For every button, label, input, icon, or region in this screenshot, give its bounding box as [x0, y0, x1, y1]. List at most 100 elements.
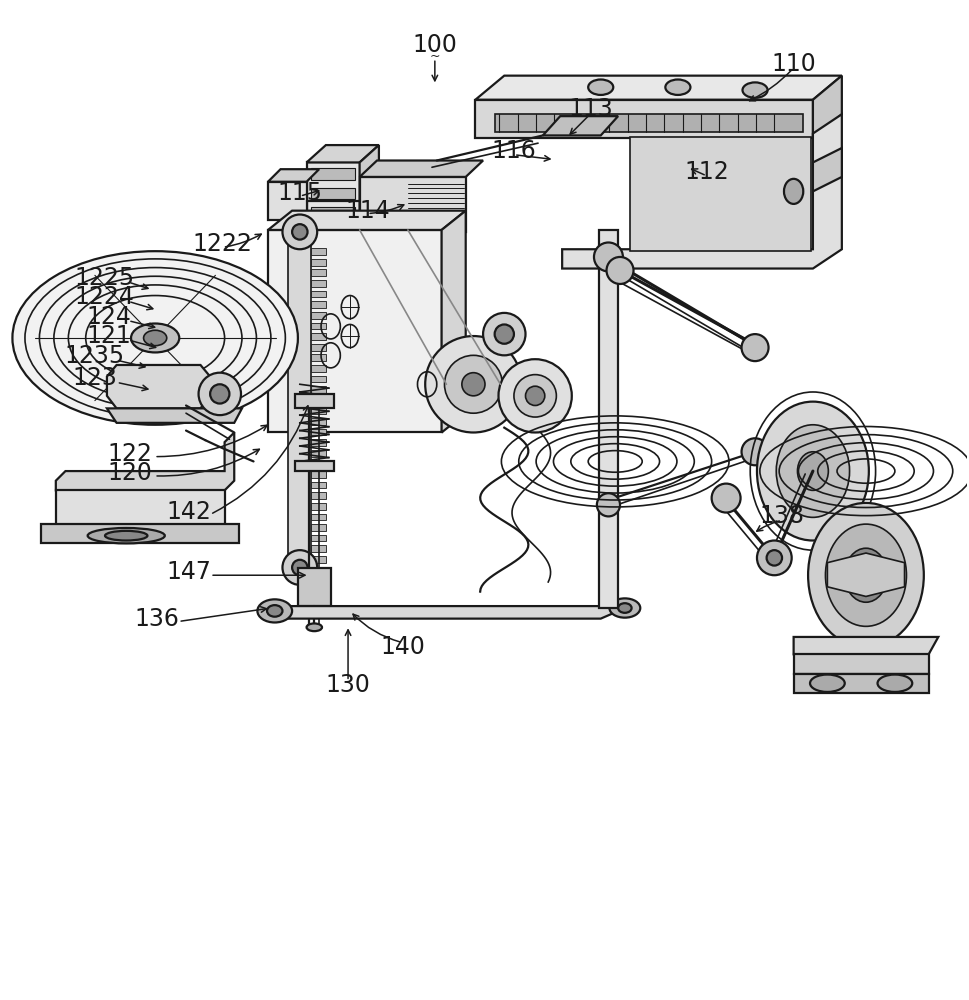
Ellipse shape — [807, 503, 922, 648]
Ellipse shape — [593, 242, 622, 271]
Polygon shape — [359, 145, 379, 232]
Ellipse shape — [775, 425, 849, 517]
Text: 1224: 1224 — [74, 285, 134, 309]
Ellipse shape — [266, 605, 282, 617]
Polygon shape — [267, 169, 319, 182]
Ellipse shape — [740, 334, 767, 361]
Polygon shape — [629, 137, 810, 251]
Polygon shape — [297, 568, 330, 606]
Polygon shape — [475, 100, 812, 138]
Polygon shape — [827, 553, 904, 596]
Ellipse shape — [606, 257, 633, 284]
Polygon shape — [267, 211, 465, 230]
Polygon shape — [311, 312, 326, 319]
Polygon shape — [562, 114, 841, 269]
Text: 122: 122 — [108, 442, 152, 466]
Polygon shape — [311, 407, 326, 414]
Ellipse shape — [105, 531, 147, 541]
Polygon shape — [295, 394, 333, 408]
Ellipse shape — [13, 251, 297, 425]
Polygon shape — [311, 376, 326, 382]
Ellipse shape — [844, 548, 887, 602]
Text: 136: 136 — [135, 607, 179, 631]
Ellipse shape — [665, 80, 690, 95]
Ellipse shape — [525, 386, 545, 405]
Text: 142: 142 — [167, 500, 211, 524]
Polygon shape — [311, 188, 355, 199]
Ellipse shape — [199, 373, 240, 415]
Polygon shape — [311, 429, 326, 435]
Polygon shape — [311, 418, 326, 425]
Text: 116: 116 — [491, 139, 536, 163]
Polygon shape — [812, 148, 841, 191]
Polygon shape — [311, 280, 326, 287]
Ellipse shape — [282, 550, 317, 585]
Ellipse shape — [766, 550, 781, 566]
Polygon shape — [311, 524, 326, 531]
Ellipse shape — [756, 541, 791, 575]
Text: 100: 100 — [412, 33, 456, 57]
Text: 130: 130 — [326, 673, 370, 697]
Text: 138: 138 — [759, 504, 803, 528]
Polygon shape — [494, 114, 802, 132]
Text: 1225: 1225 — [74, 266, 134, 290]
Ellipse shape — [756, 402, 868, 541]
Text: 110: 110 — [770, 52, 815, 76]
Text: 1235: 1235 — [64, 344, 124, 368]
Polygon shape — [311, 450, 326, 457]
Ellipse shape — [444, 355, 502, 413]
Polygon shape — [311, 514, 326, 520]
Polygon shape — [598, 230, 617, 608]
Polygon shape — [543, 116, 617, 135]
Polygon shape — [295, 461, 333, 471]
Ellipse shape — [825, 524, 905, 626]
Text: 114: 114 — [345, 199, 390, 223]
Polygon shape — [311, 556, 326, 563]
Ellipse shape — [494, 324, 514, 344]
Polygon shape — [359, 177, 465, 232]
Text: 115: 115 — [277, 181, 322, 205]
Polygon shape — [306, 254, 350, 278]
Polygon shape — [306, 162, 359, 232]
Polygon shape — [793, 674, 927, 693]
Polygon shape — [311, 344, 326, 351]
Text: 121: 121 — [86, 324, 131, 348]
Polygon shape — [311, 439, 326, 446]
Polygon shape — [359, 161, 483, 177]
Polygon shape — [311, 333, 326, 340]
Ellipse shape — [292, 224, 307, 240]
Ellipse shape — [483, 313, 525, 355]
Polygon shape — [793, 654, 927, 674]
Ellipse shape — [210, 384, 230, 404]
Polygon shape — [107, 365, 210, 408]
Text: 123: 123 — [72, 366, 116, 390]
Ellipse shape — [514, 375, 556, 417]
Ellipse shape — [282, 215, 317, 249]
Polygon shape — [311, 365, 326, 372]
Polygon shape — [311, 545, 326, 552]
Polygon shape — [311, 248, 326, 255]
Polygon shape — [306, 145, 379, 162]
Ellipse shape — [741, 82, 766, 98]
Polygon shape — [288, 230, 311, 568]
Text: 120: 120 — [108, 461, 152, 485]
Polygon shape — [475, 76, 841, 100]
Polygon shape — [107, 408, 241, 423]
Ellipse shape — [809, 675, 844, 692]
Polygon shape — [793, 637, 937, 654]
Ellipse shape — [87, 528, 165, 543]
Text: 112: 112 — [684, 160, 729, 184]
Ellipse shape — [498, 359, 571, 432]
Polygon shape — [267, 182, 306, 220]
Ellipse shape — [143, 330, 167, 346]
Polygon shape — [311, 269, 326, 276]
Ellipse shape — [257, 599, 292, 622]
Polygon shape — [311, 535, 326, 541]
Text: 147: 147 — [167, 560, 211, 584]
Ellipse shape — [587, 80, 612, 95]
Ellipse shape — [783, 179, 802, 204]
Polygon shape — [311, 291, 326, 297]
Polygon shape — [311, 354, 326, 361]
Polygon shape — [441, 211, 465, 432]
Ellipse shape — [797, 452, 828, 490]
